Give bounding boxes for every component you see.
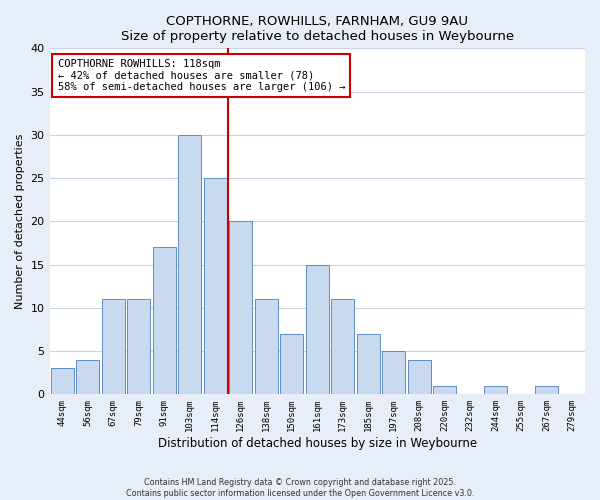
Bar xyxy=(76,360,99,394)
Bar xyxy=(204,178,227,394)
X-axis label: Distribution of detached houses by size in Weybourne: Distribution of detached houses by size … xyxy=(158,437,477,450)
Bar xyxy=(357,334,380,394)
Bar xyxy=(127,299,150,394)
Bar xyxy=(382,351,405,395)
Bar xyxy=(229,222,252,394)
Y-axis label: Number of detached properties: Number of detached properties xyxy=(15,134,25,309)
Bar xyxy=(484,386,507,394)
Bar xyxy=(255,299,278,394)
Text: COPTHORNE ROWHILLS: 118sqm
← 42% of detached houses are smaller (78)
58% of semi: COPTHORNE ROWHILLS: 118sqm ← 42% of deta… xyxy=(58,58,345,92)
Bar xyxy=(331,299,354,394)
Bar xyxy=(51,368,74,394)
Bar xyxy=(153,248,176,394)
Text: Contains HM Land Registry data © Crown copyright and database right 2025.
Contai: Contains HM Land Registry data © Crown c… xyxy=(126,478,474,498)
Bar xyxy=(280,334,303,394)
Bar xyxy=(102,299,125,394)
Bar xyxy=(408,360,431,394)
Bar xyxy=(433,386,456,394)
Title: COPTHORNE, ROWHILLS, FARNHAM, GU9 9AU
Size of property relative to detached hous: COPTHORNE, ROWHILLS, FARNHAM, GU9 9AU Si… xyxy=(121,15,514,43)
Bar xyxy=(306,264,329,394)
Bar xyxy=(178,135,201,394)
Bar xyxy=(535,386,558,394)
